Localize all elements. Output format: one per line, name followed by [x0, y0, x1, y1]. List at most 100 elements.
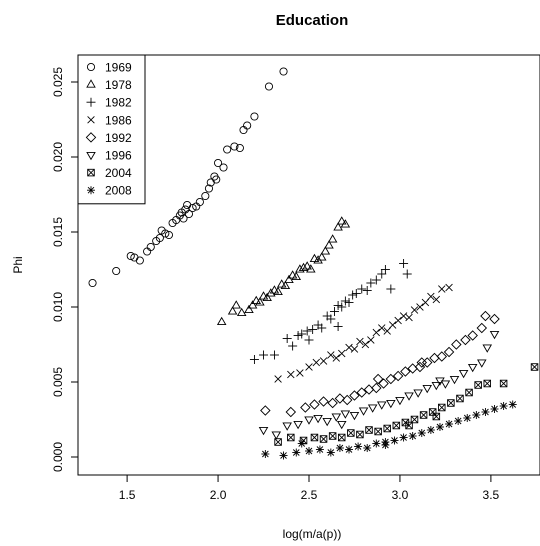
data-point-1986: [350, 345, 359, 353]
data-point-1992: [334, 393, 346, 404]
legend-marker-2004: [87, 168, 95, 177]
data-point-1992: [476, 322, 488, 334]
data-point-1969: [88, 278, 97, 288]
data-point-1986: [361, 340, 370, 349]
data-point-1982: [340, 296, 350, 306]
data-point-1982: [399, 259, 409, 268]
data-point-1986: [327, 351, 335, 359]
data-point-2004: [438, 403, 446, 412]
data-point-1978: [324, 240, 334, 249]
data-point-1992: [349, 390, 360, 401]
data-point-1978: [306, 264, 316, 273]
data-point-1992: [392, 370, 404, 382]
data-point-1978: [316, 252, 327, 261]
data-point-1982: [329, 307, 339, 316]
data-point-1996: [431, 381, 442, 391]
data-point-1992: [371, 382, 382, 394]
data-point-1992: [421, 357, 433, 368]
data-point-1986: [372, 328, 381, 337]
data-point-2004: [410, 415, 419, 424]
data-point-2008: [297, 439, 306, 448]
data-point-1996: [293, 420, 303, 430]
data-point-1992: [300, 402, 311, 413]
data-point-1992: [489, 313, 500, 325]
data-point-1982: [249, 355, 259, 364]
data-point-1978: [298, 262, 309, 272]
data-point-1978: [313, 255, 323, 264]
data-point-1992: [309, 399, 320, 410]
data-point-1978: [295, 264, 305, 273]
data-point-1978: [320, 246, 331, 255]
y-axis: 0.000 0.005 0.010 0.015 0.020 0.025: [51, 67, 78, 472]
data-point-1992: [467, 330, 478, 341]
data-point-1982: [357, 284, 367, 294]
data-point-1986: [312, 358, 320, 367]
y-tick-label: 0.015: [51, 217, 65, 247]
data-point-1982: [282, 334, 292, 343]
data-point-1992: [429, 352, 440, 364]
data-point-2004: [347, 429, 355, 437]
series-1992: [260, 310, 500, 418]
data-point-1996: [258, 426, 269, 436]
data-point-2004: [337, 433, 346, 442]
data-point-2008: [326, 448, 335, 457]
data-point-1982: [293, 331, 303, 340]
legend-marker-1992: [85, 132, 97, 143]
data-point-2004: [465, 388, 473, 397]
data-point-1992: [285, 406, 297, 418]
data-point-2004: [483, 379, 492, 388]
data-point-1992: [480, 310, 491, 322]
data-point-1969: [188, 203, 197, 213]
x-tick-label: 3.0: [392, 488, 409, 502]
data-point-1986: [438, 285, 446, 293]
data-point-1986: [394, 316, 402, 325]
x-tick-label: 2.5: [301, 488, 318, 502]
data-point-1992: [341, 394, 353, 406]
series-1969: [88, 67, 288, 288]
data-point-2008: [408, 432, 417, 440]
data-point-1969: [212, 175, 221, 184]
data-point-1978: [262, 292, 272, 302]
data-point-2008: [417, 429, 426, 437]
data-point-1986: [378, 324, 386, 332]
x-axis-title: log(m/a(p)): [283, 527, 342, 541]
data-point-2008: [345, 445, 354, 454]
data-point-1969: [264, 82, 274, 91]
data-point-1982: [333, 301, 343, 310]
data-point-1982: [344, 298, 354, 307]
data-point-1978: [244, 304, 254, 314]
data-point-1978: [266, 288, 276, 297]
data-point-2004: [356, 430, 364, 439]
data-point-2008: [435, 423, 444, 431]
data-point-1996: [376, 401, 387, 410]
data-point-1996: [482, 344, 493, 353]
data-point-1986: [405, 313, 413, 322]
legend-box: [77, 54, 146, 205]
data-point-2008: [354, 442, 363, 451]
data-point-1969: [155, 233, 164, 243]
y-tick-label: 0.020: [51, 142, 65, 172]
series-1996: [258, 330, 500, 440]
data-point-1969: [214, 158, 223, 168]
data-point-1978: [236, 307, 247, 317]
data-point-1982: [317, 323, 327, 333]
data-point-1992: [416, 357, 428, 368]
data-point-1996: [304, 416, 314, 425]
data-point-1986: [305, 363, 313, 371]
y-tick-label: 0.010: [51, 292, 65, 322]
data-point-1992: [356, 387, 367, 398]
data-point-2008: [279, 451, 288, 460]
data-point-1996: [458, 369, 469, 379]
data-point-1996: [413, 389, 423, 398]
data-point-1986: [432, 295, 441, 304]
data-point-1986: [410, 306, 419, 314]
data-point-1982: [377, 269, 387, 279]
data-point-1996: [322, 417, 332, 427]
data-point-2004: [383, 424, 391, 433]
series-2008: [261, 400, 517, 460]
data-point-2008: [508, 400, 517, 409]
data-point-1969: [250, 112, 259, 121]
data-point-1986: [367, 336, 375, 344]
data-point-2008: [390, 436, 399, 445]
